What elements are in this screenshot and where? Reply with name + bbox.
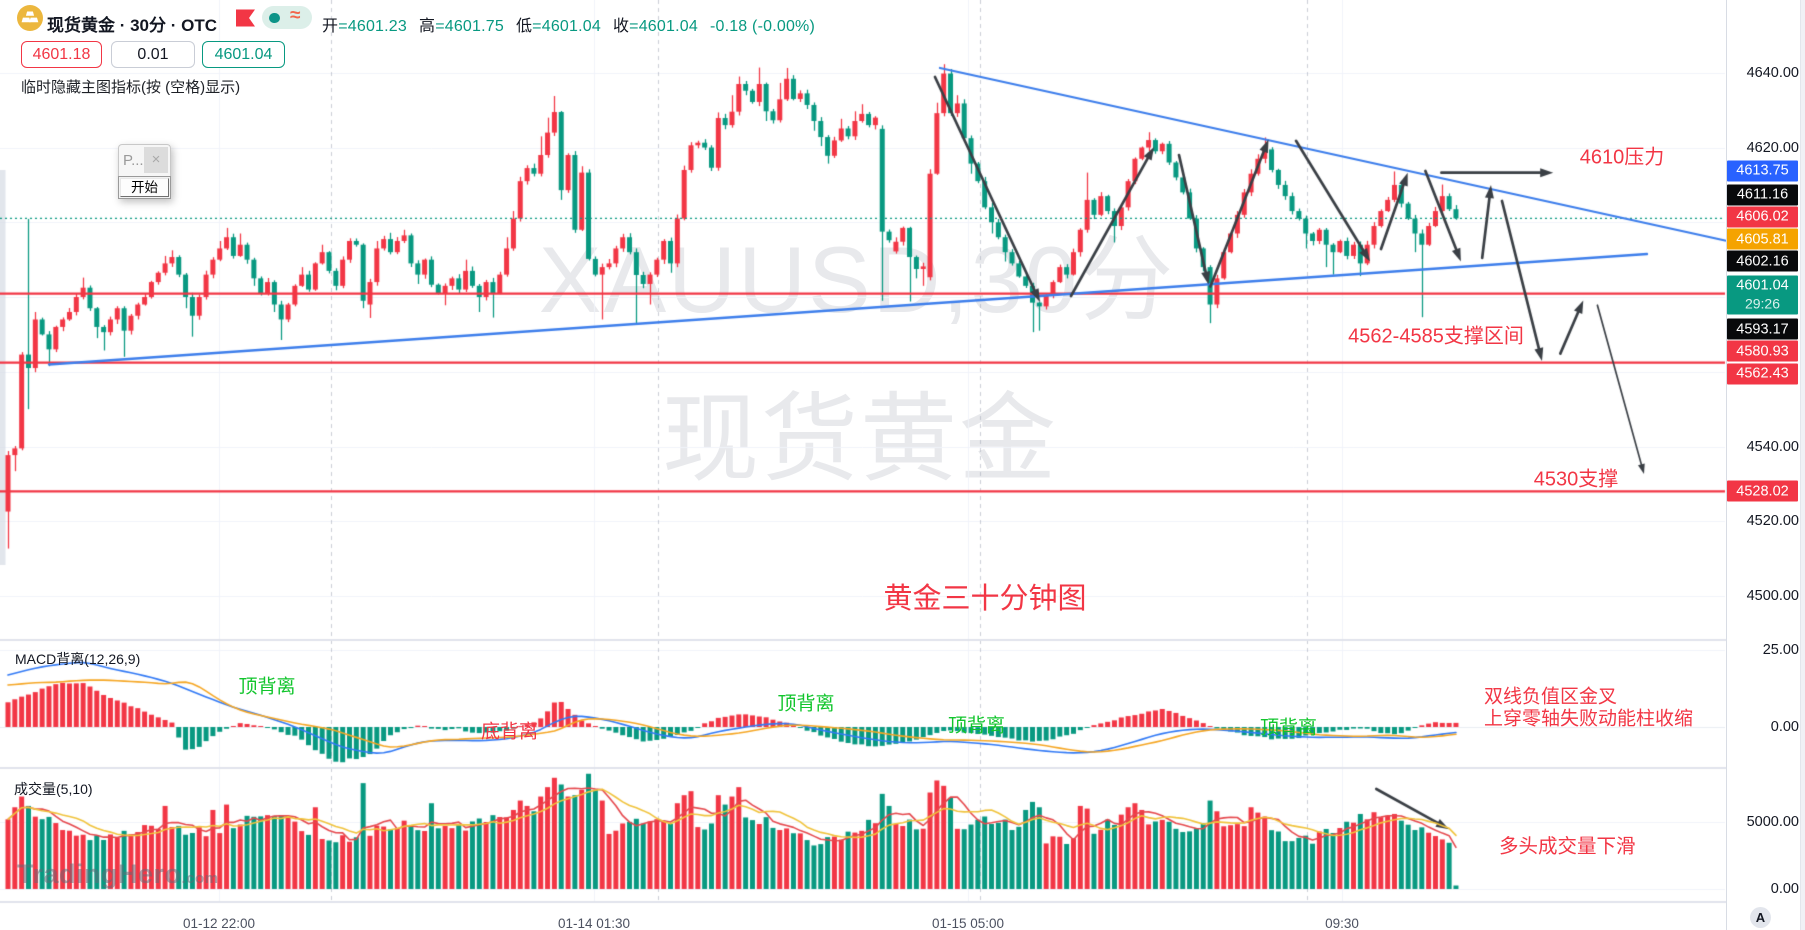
axis-price-label: 25.00 (1762, 642, 1799, 658)
ohlc-row: 开=4601.23 高=4601.75 低=4601.04 收=4601.04 -0.1… (322, 12, 815, 36)
price-axis[interactable]: 4640.00 4620.00 4540.00 4520.00 4500.00 25.00… (1726, 0, 1805, 930)
time-axis-label: 01-14 01:30 (557, 916, 631, 930)
chart-text-annotation[interactable]: 双线负值区金叉 (1484, 686, 1618, 708)
time-axis-label: 01-12 22:00 (182, 916, 256, 930)
ohlc-label: 低 (515, 18, 533, 35)
axis-price-tag: 4606.02 (1727, 206, 1798, 227)
axis-price-label: 0.00 (1770, 719, 1799, 735)
macd-pane-label[interactable]: MACD背离(12,26,9) (15, 651, 141, 667)
brand-watermark: TradingHero.com (17, 859, 219, 890)
ohlc-label: 高 (418, 18, 436, 35)
axis-price-tag: 4562.43 (1727, 363, 1798, 385)
bid-price-box[interactable]: 4601.18 (21, 41, 102, 68)
axis-price-label: 0.00 (1770, 881, 1799, 897)
ohlc-value: =4601.23 (338, 18, 407, 35)
hidden-indicators-hint: 临时隐藏主图指标(按 (空格)显示) (21, 79, 241, 96)
dialog-start-button[interactable]: 开始 (120, 178, 169, 197)
ohlc-value: =4601.04 (532, 18, 601, 35)
chart-text-annotation[interactable]: 底背离 (480, 721, 539, 742)
time-axis-label: 01-15 05:00 (931, 916, 1005, 930)
axis-price-tag: 4580.93 (1727, 340, 1798, 362)
axis-price-tag: 4593.17 (1727, 318, 1798, 340)
account-badge[interactable]: A (1750, 907, 1771, 928)
chart-text-annotation[interactable]: 4562-4585支撑区间 (1348, 325, 1524, 348)
axis-price-tag: 4613.75 (1727, 160, 1798, 182)
volume-pane-label[interactable]: 成交量(5,10) (14, 781, 93, 797)
spread-box[interactable]: 0.01 (111, 41, 195, 68)
floating-dialog: P... × 开始 (118, 144, 171, 199)
chart-text-annotation[interactable]: 顶背离 (947, 715, 1006, 737)
axis-price-tag: 4605.81 (1727, 228, 1798, 250)
chart-text-annotation[interactable]: 顶背离 (1259, 717, 1318, 739)
dialog-title: P... (123, 152, 144, 169)
chart-text-annotation[interactable]: 顶背离 (777, 693, 835, 714)
ohlc-value: =4601.04 (629, 18, 698, 35)
dialog-body: 开始 (118, 176, 171, 199)
axis-edge-strip (1800, 0, 1805, 930)
chart-text-annotation[interactable]: 上穿零轴失败动能柱收缩 (1484, 708, 1694, 730)
market-status-pill[interactable]: ≈ (262, 5, 312, 29)
ask-price-box[interactable]: 4601.04 (202, 41, 285, 68)
countdown-timer: 29:26 (1744, 295, 1781, 312)
axis-price-label: 5000.00 (1746, 814, 1799, 830)
delayed-data-wave-icon: ≈ (290, 5, 301, 26)
chart-text-annotation[interactable]: 顶背离 (238, 676, 296, 697)
chart-text-annotation[interactable]: 4610压力 (1579, 146, 1665, 169)
brand-watermark-suffix: .com (181, 870, 219, 887)
symbol-title[interactable]: 现货黄金 · 30分 · OTC (47, 16, 218, 35)
brand-watermark-name: TradingHero (17, 859, 182, 889)
dialog-titlebar[interactable]: P... × (118, 144, 171, 176)
ohlc-label: 收 (612, 18, 630, 35)
axis-price-label: 4640.00 (1746, 64, 1799, 81)
chart-text-annotation[interactable]: 4530支撑 (1533, 468, 1619, 491)
axis-price-tag: 4601.04 29:26 (1727, 275, 1798, 314)
market-open-dot-icon (269, 12, 280, 23)
chart-text-annotation[interactable]: 黄金三十分钟图 (883, 583, 1087, 615)
axis-price-label: 4520.00 (1746, 513, 1799, 530)
axis-price-label: 4500.00 (1746, 587, 1799, 604)
chart-text-annotation[interactable]: 多头成交量下滑 (1499, 835, 1636, 857)
flag-icon[interactable] (236, 9, 255, 32)
ohlc-value: =4601.75 (435, 18, 504, 35)
axis-price-tag: 4602.16 (1727, 250, 1798, 272)
change-value: -0.18 (-0.00%) (709, 18, 816, 35)
symbol-logo-icon (17, 5, 43, 36)
axis-price-tag: 4611.16 (1727, 184, 1798, 205)
ohlc-label: 开 (322, 18, 339, 35)
time-axis-label: 09:30 (1325, 916, 1359, 930)
dialog-close-icon[interactable]: × (144, 147, 168, 173)
axis-price-tag: 4528.02 (1727, 480, 1798, 502)
axis-price-label: 4620.00 (1746, 139, 1799, 156)
axis-price-label: 4540.00 (1746, 438, 1799, 455)
